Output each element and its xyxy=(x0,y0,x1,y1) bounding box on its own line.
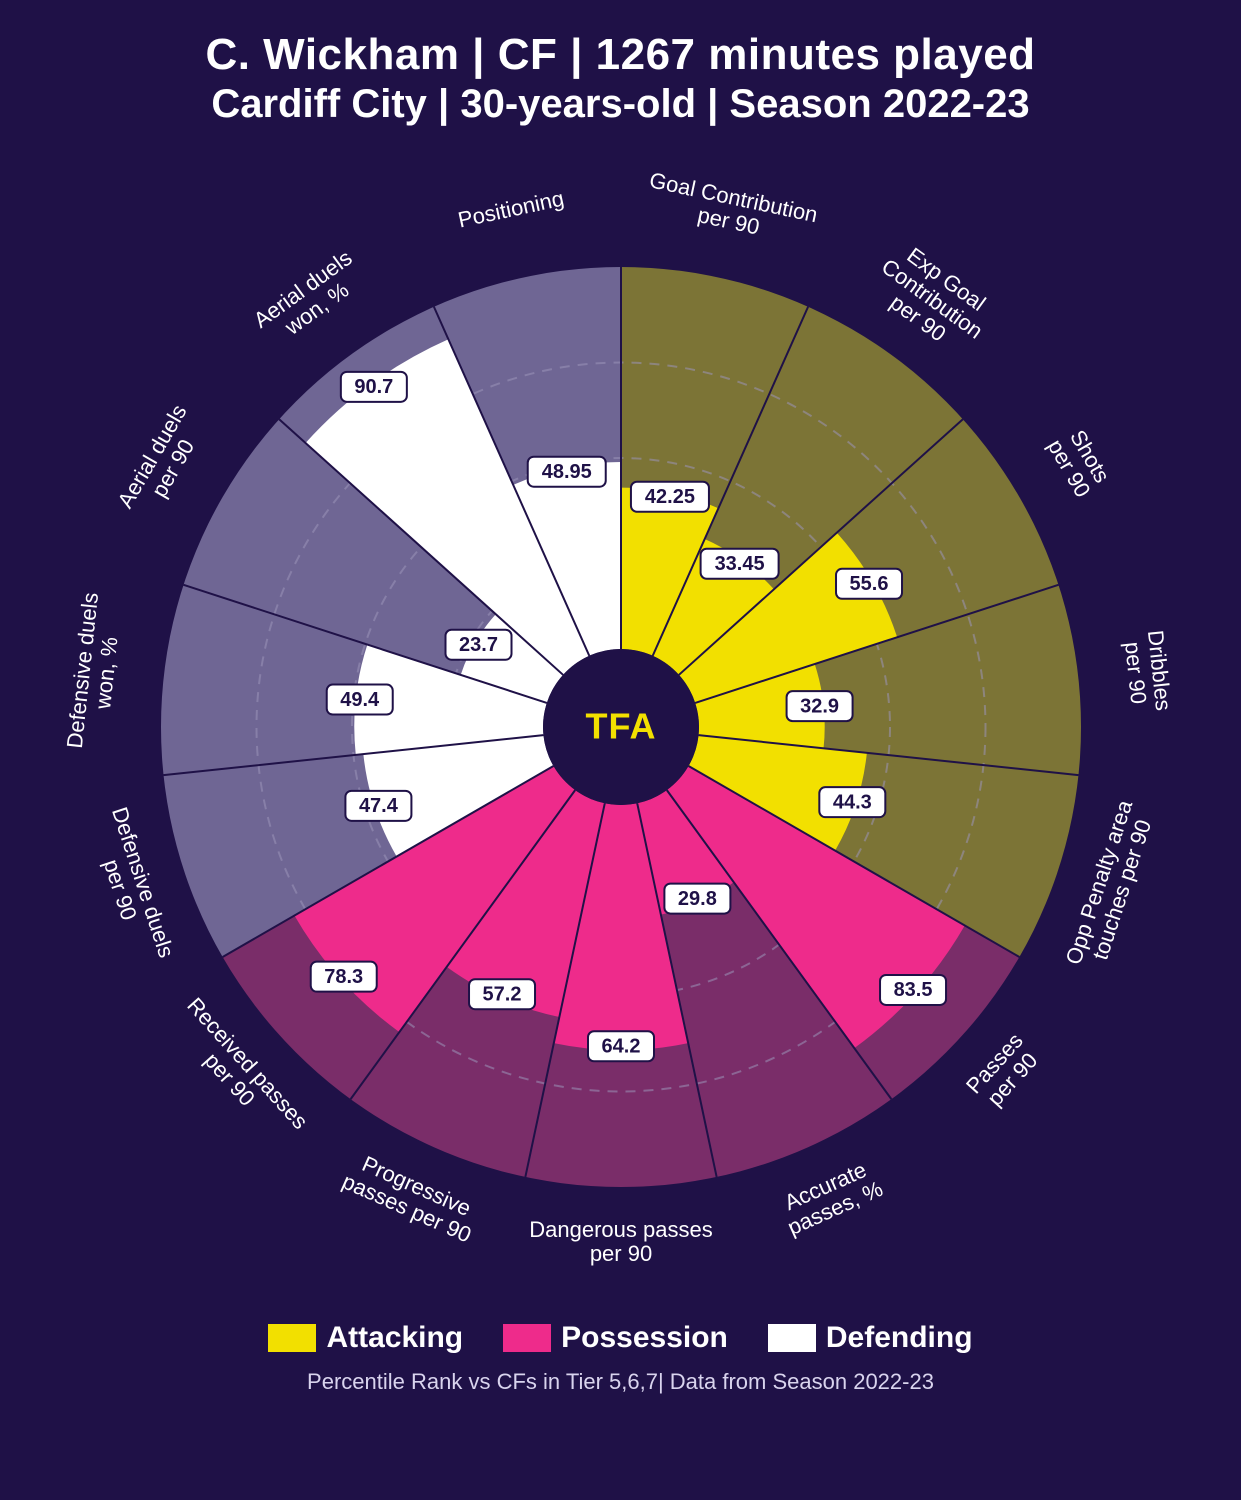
metric-label: Goal Contributionper 90 xyxy=(642,167,820,251)
value-label-text: 44.3 xyxy=(832,791,871,813)
legend-swatch xyxy=(268,1324,316,1352)
center-badge: TFA xyxy=(543,649,699,805)
value-label-text: 55.6 xyxy=(849,573,888,595)
metric-label-line: per 90 xyxy=(1119,641,1150,706)
metric-label: Exp GoalContributionper 90 xyxy=(862,234,1001,363)
legend-item: Defending xyxy=(768,1321,973,1355)
metric-label: Positioning xyxy=(455,186,565,233)
center-logo-text: TFA xyxy=(585,706,656,747)
legend-swatch xyxy=(768,1324,816,1352)
legend-label: Attacking xyxy=(326,1321,463,1355)
header: C. Wickham | CF | 1267 minutes played Ca… xyxy=(0,0,1241,127)
value-label-text: 49.4 xyxy=(340,689,380,711)
metric-label-line: per 90 xyxy=(589,1241,651,1266)
value-label-text: 29.8 xyxy=(677,888,716,910)
value-label-text: 33.45 xyxy=(714,553,764,575)
metric-label: Accuratepasses, % xyxy=(773,1154,886,1240)
metric-label: Dangerous passesper 90 xyxy=(529,1217,712,1266)
metric-label: Defensive duelsper 90 xyxy=(84,804,179,968)
polar-chart-svg: 42.25 33.45 55.6 32.9 44.3 83.5 29.8 64.2 57.2 78… xyxy=(51,157,1191,1297)
metric-label: Shotsper 90 xyxy=(1042,423,1116,502)
value-label-text: 47.4 xyxy=(358,795,398,817)
value-label-text: 23.7 xyxy=(459,634,498,656)
title-line-2: Cardiff City | 30-years-old | Season 202… xyxy=(0,82,1241,127)
legend-item: Possession xyxy=(503,1321,728,1355)
value-label-text: 90.7 xyxy=(354,376,393,398)
legend-swatch xyxy=(503,1324,551,1352)
value-label-text: 83.5 xyxy=(893,979,932,1001)
metric-label: Defensive duelswon, % xyxy=(61,591,126,752)
value-label-text: 42.25 xyxy=(644,486,694,508)
metric-label: Progressivepasses per 90 xyxy=(338,1147,484,1248)
value-label-text: 64.2 xyxy=(601,1036,640,1058)
value-label-text: 78.3 xyxy=(324,966,363,988)
legend-item: Attacking xyxy=(268,1321,463,1355)
title-line-1: C. Wickham | CF | 1267 minutes played xyxy=(0,30,1241,80)
metric-label: Dribblesper 90 xyxy=(1119,629,1176,714)
metric-label: Passesper 90 xyxy=(960,1028,1045,1114)
value-label-text: 57.2 xyxy=(482,983,521,1005)
value-label-text: 48.95 xyxy=(541,461,591,483)
legend-label: Defending xyxy=(826,1321,973,1355)
legend: Attacking Possession Defending xyxy=(0,1321,1241,1355)
metric-label: Opp Penalty areatouches per 90 xyxy=(1060,796,1160,975)
polar-chart-holder: 42.25 33.45 55.6 32.9 44.3 83.5 29.8 64.2 57.2 78… xyxy=(0,157,1241,1297)
value-label-text: 32.9 xyxy=(800,695,839,717)
metric-label: Aerial duelswon, % xyxy=(248,245,370,352)
legend-label: Possession xyxy=(561,1321,728,1355)
metric-label-line: Dangerous passes xyxy=(529,1217,712,1242)
metric-label: Aerial duelsper 90 xyxy=(112,400,212,524)
metric-label-line: Positioning xyxy=(455,186,565,233)
footer-text: Percentile Rank vs CFs in Tier 5,6,7| Da… xyxy=(0,1369,1241,1395)
